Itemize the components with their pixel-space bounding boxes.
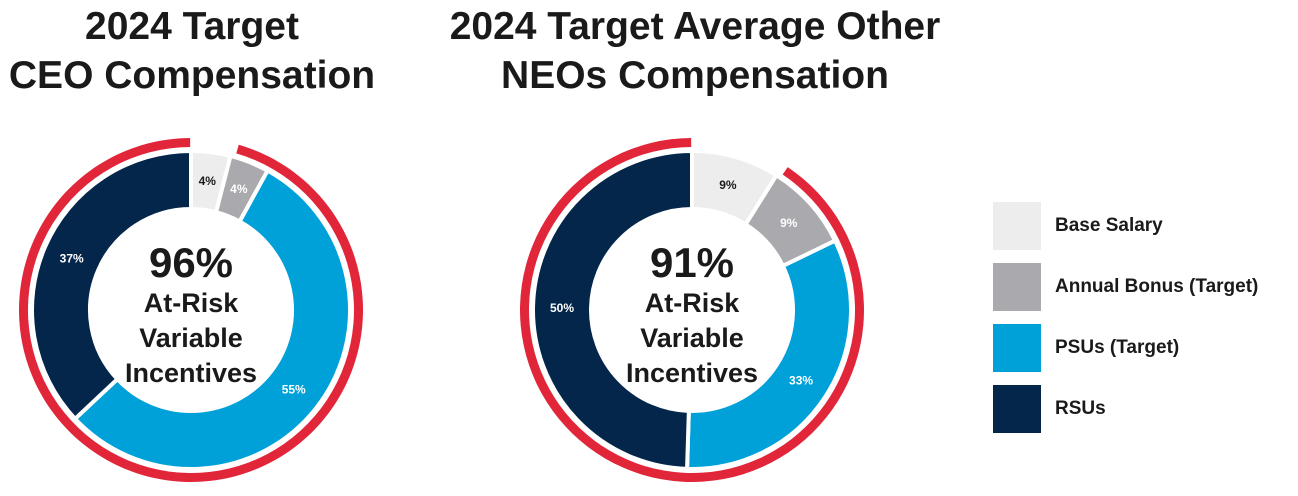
ceo-chart-title: 2024 Target CEO Compensation [0, 2, 384, 100]
neo-center-value: 91% [650, 239, 734, 286]
legend-swatch-psus [993, 324, 1041, 372]
legend-label-rsus: RSUs [1055, 398, 1106, 419]
ceo-title-line-1: 2024 Target [85, 5, 299, 48]
legend-item-psus: PSUs (Target) [993, 324, 1258, 372]
neo-label-annual-bonus: 9% [780, 216, 798, 230]
ceo-label-psus: 55% [282, 383, 306, 397]
legend-item-base-salary: Base Salary [993, 202, 1258, 250]
neo-donut-chart: 9% 9% 33% 50% 91%At-Risk Variable Incentives [520, 138, 864, 483]
ceo-label-base-salary: 4% [199, 174, 217, 188]
ceo-center-label-line-1: At-Risk [144, 288, 239, 318]
legend-swatch-rsus [993, 385, 1041, 433]
neo-title-line-1: 2024 Target Average Other [449, 5, 941, 48]
neo-label-psus: 33% [789, 374, 813, 388]
neo-segment-rsus [531, 149, 694, 471]
neo-chart-title: 2024 Target Average Other NEOs Compensat… [425, 2, 965, 100]
neo-center-label-line-1: At-Risk [645, 288, 740, 318]
ceo-center-label-line-3: Incentives [125, 358, 257, 388]
chart-legend: Base Salary Annual Bonus (Target) PSUs (… [993, 202, 1259, 447]
legend-swatch-annual-bonus [993, 263, 1041, 311]
ceo-center-label-line-2: Variable [139, 323, 243, 353]
neo-label-base-salary: 9% [719, 178, 737, 192]
neo-center-label-line-3: Incentives [626, 358, 758, 388]
neo-label-rsus: 50% [550, 301, 574, 315]
ceo-label-annual-bonus: 4% [230, 182, 248, 196]
ceo-center-value: 96% [149, 239, 233, 286]
ceo-segment-rsus [30, 149, 193, 421]
ceo-donut-chart: 4% 4% 55% 37% 96%At-Risk Variable Incentives [18, 138, 363, 483]
legend-label-annual-bonus: Annual Bonus (Target) [1055, 276, 1259, 297]
legend-swatch-base-salary [993, 202, 1041, 250]
legend-item-rsus: RSUs [993, 385, 1258, 433]
legend-label-base-salary: Base Salary [1055, 215, 1163, 236]
neo-center-label-line-2: Variable [640, 323, 744, 353]
neo-segment-psus [685, 238, 853, 471]
neo-title-line-2: NEOs Compensation [501, 54, 889, 97]
legend-item-annual-bonus: Annual Bonus (Target) [993, 263, 1259, 311]
ceo-title-line-2: CEO Compensation [8, 54, 376, 97]
legend-label-psus: PSUs (Target) [1055, 337, 1180, 358]
ceo-segment-psus [73, 168, 352, 471]
ceo-label-rsus: 37% [60, 251, 84, 265]
